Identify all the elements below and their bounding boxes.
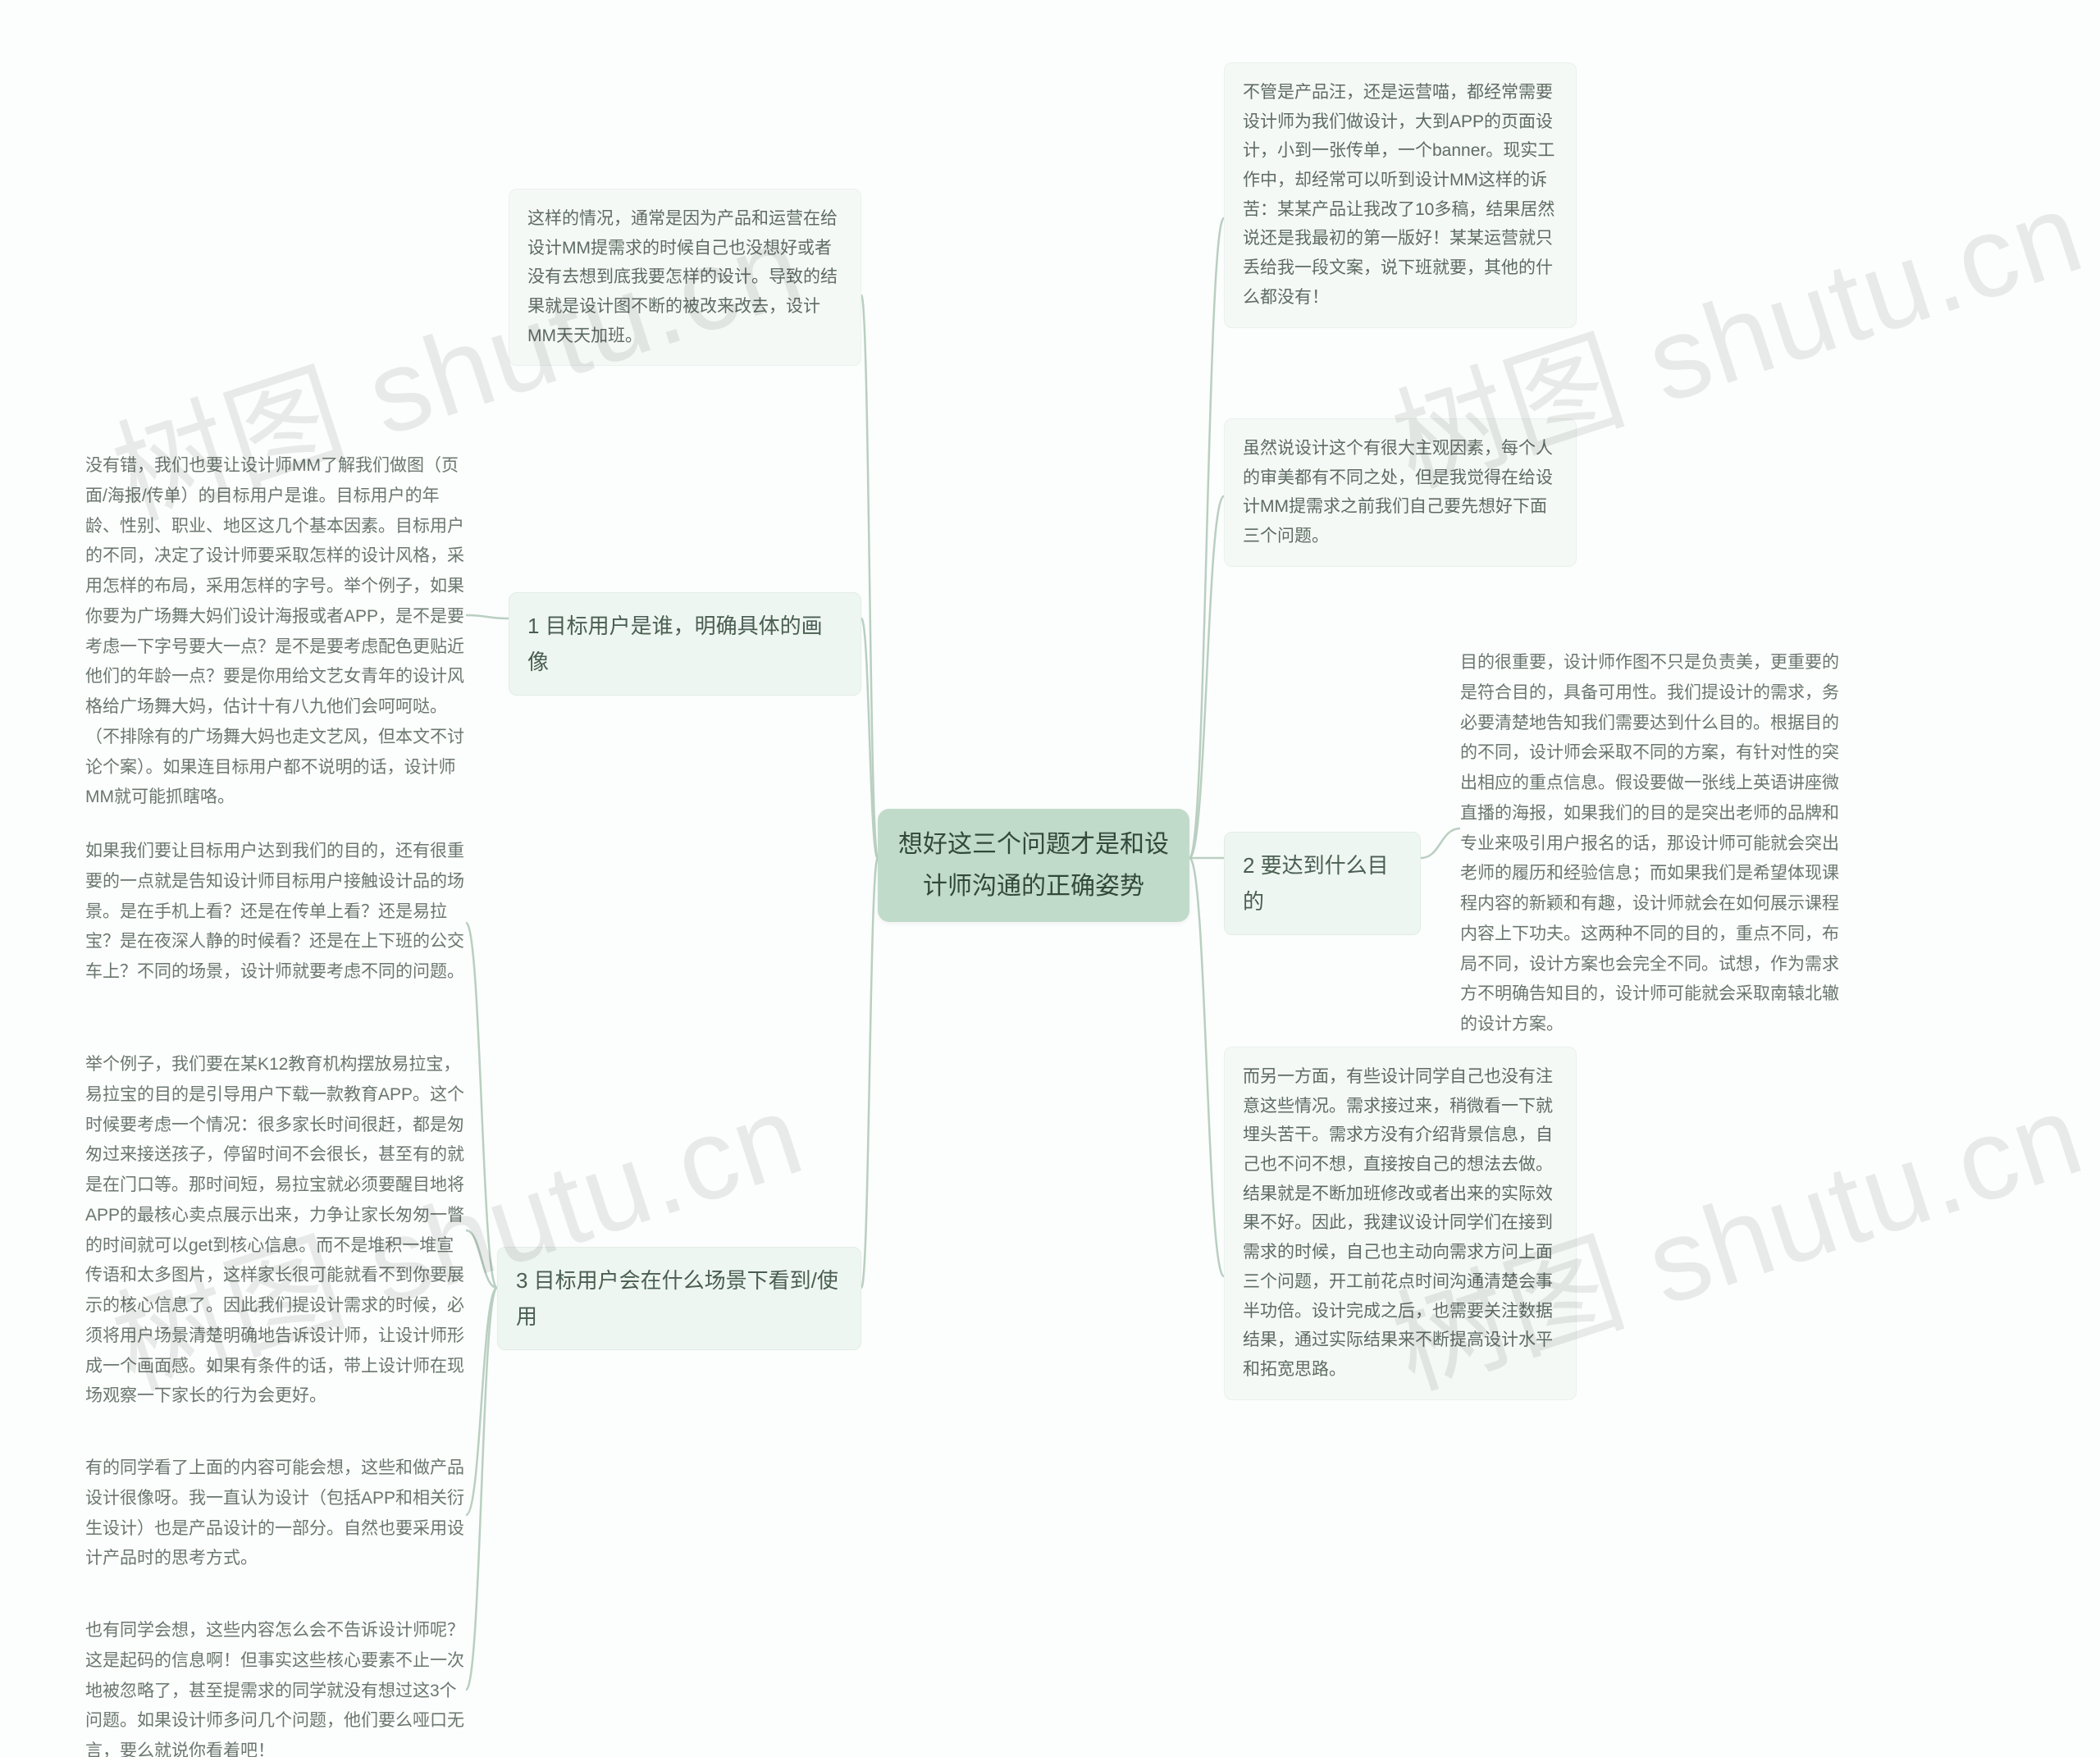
plain-b3-1-text: 如果我们要让目标用户达到我们的目的，还有很重要的一点就是告知设计师目标用户接触设… — [85, 842, 464, 981]
connector — [466, 1288, 497, 1690]
leaf-advice-text: 而另一方面，有些设计同学自己也没有注意这些情况。需求接过来，稍微看一下就埋头苦干… — [1243, 1067, 1553, 1379]
plain-b3-2: 举个例子，我们要在某K12教育机构摆放易拉宝，易拉宝的目的是引导用户下载一款教育… — [85, 1050, 466, 1412]
connector — [1421, 828, 1460, 858]
plain-b1-text: 没有错，我们也要让设计师MM了解我们做图（页面/海报/传单）的目标用户是谁。目标… — [85, 456, 464, 806]
leaf-intro-1-text: 不管是产品汪，还是运营喵，都经常需要设计师为我们做设计，大到APP的页面设计，小… — [1243, 83, 1554, 307]
plain-b3-2-text: 举个例子，我们要在某K12教育机构摆放易拉宝，易拉宝的目的是引导用户下载一款教育… — [85, 1055, 464, 1405]
plain-b3-3: 有的同学看了上面的内容可能会想，这些和做产品设计很像呀。我一直认为设计（包括AP… — [85, 1454, 466, 1574]
center-node: 想好这三个问题才是和设计师沟通的正确姿势 — [878, 809, 1189, 922]
leaf-intro-2: 虽然说设计这个有很大主观因素，每个人的审美都有不同之处，但是我觉得在给设计MM提… — [1224, 418, 1577, 567]
plain-b3-4-text: 也有同学会想，这些内容怎么会不告诉设计师呢？这是起码的信息啊！但事实这些核心要素… — [85, 1621, 464, 1757]
connector — [861, 858, 878, 1288]
branch-3: 3 目标用户会在什么场景下看到/使用 — [497, 1247, 861, 1350]
connector — [861, 618, 878, 858]
branch-1: 1 目标用户是谁，明确具体的画像 — [509, 592, 861, 696]
branch-2-label: 2 要达到什么目的 — [1243, 853, 1389, 914]
connector — [1189, 496, 1224, 858]
plain-b2-text: 目的很重要，设计师作图不只是负责美，更重要的是符合目的，具备可用性。我们提设计的… — [1460, 653, 1839, 1034]
plain-b3-4: 也有同学会想，这些内容怎么会不告诉设计师呢？这是起码的信息啊！但事实这些核心要素… — [85, 1616, 466, 1757]
center-text: 想好这三个问题才是和设计师沟通的正确姿势 — [898, 831, 1169, 900]
connector — [466, 1230, 497, 1288]
branch-3-label: 3 目标用户会在什么场景下看到/使用 — [516, 1268, 838, 1329]
connector — [861, 295, 878, 858]
plain-b3-1: 如果我们要让目标用户达到我们的目的，还有很重要的一点就是告知设计师目标用户接触设… — [85, 837, 466, 988]
plain-b3-3-text: 有的同学看了上面的内容可能会想，这些和做产品设计很像呀。我一直认为设计（包括AP… — [85, 1458, 464, 1568]
leaf-advice: 而另一方面，有些设计同学自己也没有注意这些情况。需求接过来，稍微看一下就埋头苦干… — [1224, 1047, 1577, 1400]
plain-b1: 没有错，我们也要让设计师MM了解我们做图（页面/海报/传单）的目标用户是谁。目标… — [85, 451, 466, 813]
leaf-problem-text: 这样的情况，通常是因为产品和运营在给设计MM提需求的时候自己也没想好或者没有去想… — [527, 209, 838, 345]
connector — [466, 1288, 497, 1515]
connector — [1189, 858, 1224, 1276]
leaf-intro-2-text: 虽然说设计这个有很大主观因素，每个人的审美都有不同之处，但是我觉得在给设计MM提… — [1243, 439, 1553, 545]
leaf-problem: 这样的情况，通常是因为产品和运营在给设计MM提需求的时候自己也没想好或者没有去想… — [509, 189, 861, 366]
connector — [466, 615, 509, 618]
connector — [1189, 218, 1224, 858]
branch-2: 2 要达到什么目的 — [1224, 832, 1421, 935]
leaf-intro-1: 不管是产品汪，还是运营喵，都经常需要设计师为我们做设计，大到APP的页面设计，小… — [1224, 62, 1577, 328]
branch-1-label: 1 目标用户是谁，明确具体的画像 — [527, 614, 823, 674]
plain-b2: 目的很重要，设计师作图不只是负责美，更重要的是符合目的，具备可用性。我们提设计的… — [1460, 648, 1841, 1040]
connector — [466, 923, 497, 1288]
